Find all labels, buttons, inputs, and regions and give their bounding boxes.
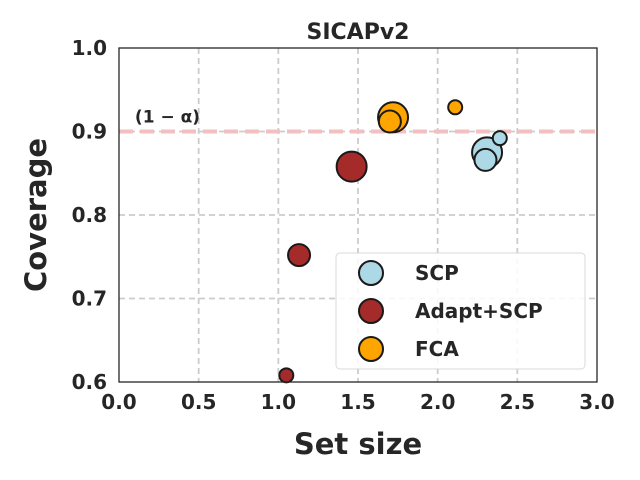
data-point xyxy=(335,150,368,183)
legend-label: Adapt+SCP xyxy=(415,299,543,323)
x-axis-title: Set size xyxy=(294,427,422,461)
legend-marker xyxy=(358,260,384,286)
data-point xyxy=(287,243,312,268)
legend-marker xyxy=(358,336,384,362)
x-tick-label: 2.0 xyxy=(420,390,455,414)
tick-labels: 0.0 0.5 1.0 1.5 2.0 2.5 3.0 0.6 0.7 0.8 0.9 1.0 xyxy=(72,36,615,414)
y-tick-label: 0.8 xyxy=(72,203,107,227)
y-tick-label: 0.9 xyxy=(72,120,107,144)
data-point xyxy=(473,147,498,172)
x-tick-label: 0.5 xyxy=(181,390,216,414)
y-axis-title: Coverage xyxy=(19,138,53,292)
reference-line-group: (1 − α) xyxy=(119,108,597,134)
legend-marker xyxy=(358,298,384,324)
legend: SCP Adapt+SCP FCA xyxy=(335,252,586,370)
grid xyxy=(119,48,597,382)
data-points xyxy=(278,99,508,384)
y-tick-label: 0.6 xyxy=(72,370,107,394)
legend-box xyxy=(335,252,586,370)
y-tick-label: 0.7 xyxy=(72,287,107,311)
reference-line-label: (1 − α) xyxy=(135,108,200,128)
y-tick-label: 1.0 xyxy=(72,36,107,60)
chart-title: SICAPv2 xyxy=(307,20,410,45)
data-point xyxy=(278,367,295,384)
legend-label: SCP xyxy=(415,261,459,285)
x-tick-label: 1.5 xyxy=(340,390,375,414)
data-point xyxy=(491,130,508,147)
x-tick-label: 0.0 xyxy=(101,390,136,414)
data-point xyxy=(377,109,402,134)
plot-frame xyxy=(118,47,598,383)
x-tick-label: 1.0 xyxy=(261,390,296,414)
x-tick-label: 3.0 xyxy=(579,390,614,414)
data-point xyxy=(447,99,464,116)
x-tick-label: 2.5 xyxy=(500,390,535,414)
legend-label: FCA xyxy=(415,337,459,361)
